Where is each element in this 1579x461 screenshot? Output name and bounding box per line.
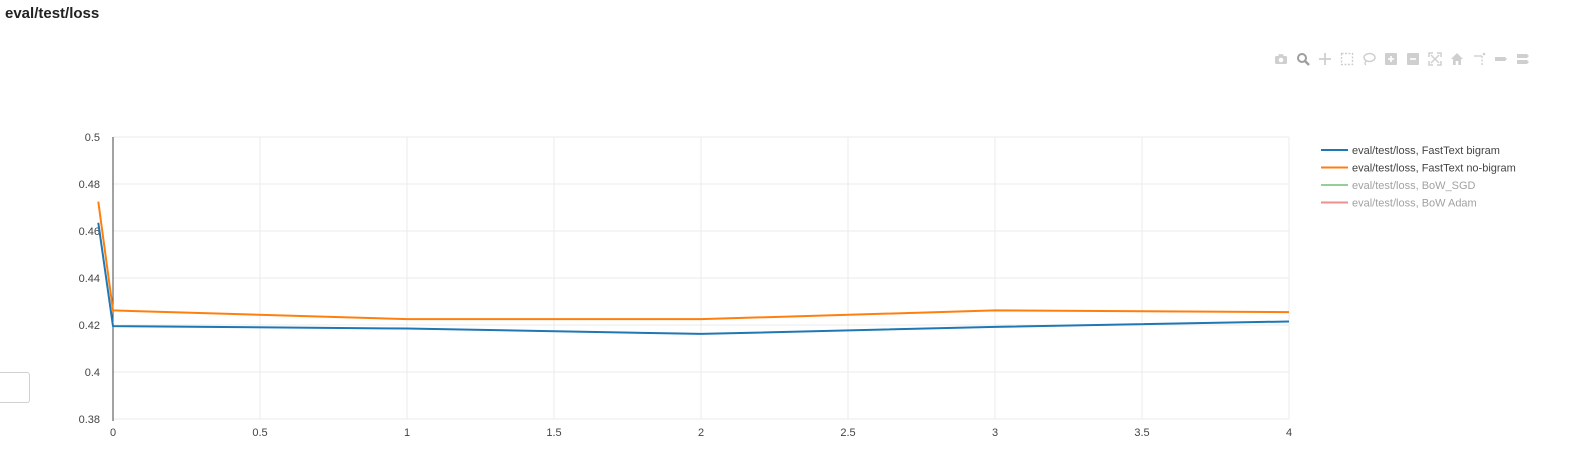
pan-icon[interactable] (1317, 51, 1333, 67)
chart-toolbar (1273, 51, 1537, 67)
grid (112, 136, 1290, 420)
hover-compare-icon[interactable] (1515, 51, 1531, 67)
camera-icon[interactable] (1273, 51, 1289, 67)
legend-label: eval/test/loss, BoW_SGD (1352, 180, 1476, 192)
box-select-icon[interactable] (1339, 51, 1355, 67)
page-title: eval/test/loss (5, 5, 100, 22)
x-tick-label: 2.5 (840, 427, 855, 439)
legend-item[interactable]: eval/test/loss, FastText bigram (1321, 145, 1500, 157)
y-tick-label: 0.48 (79, 179, 100, 191)
x-tick-label: 4 (1286, 427, 1292, 439)
hover-closest-icon[interactable] (1493, 51, 1509, 67)
legend-item[interactable]: eval/test/loss, BoW Adam (1321, 198, 1477, 210)
lasso-select-icon[interactable] (1361, 51, 1377, 67)
zoom-in-icon[interactable] (1383, 51, 1399, 67)
x-tick-label: 1.5 (546, 427, 561, 439)
y-tick-label: 0.46 (79, 226, 100, 238)
series-lines (97, 201, 1290, 335)
x-tick-label: 0 (110, 427, 116, 439)
series-line-1[interactable] (97, 201, 1290, 321)
x-tick-label: 3 (992, 427, 998, 439)
legend-label: eval/test/loss, FastText bigram (1352, 145, 1500, 157)
legend[interactable]: eval/test/loss, FastText bigram eval/test… (1321, 145, 1516, 210)
zoom-out-icon[interactable] (1405, 51, 1421, 67)
legend-label: eval/test/loss, FastText no-bigram (1352, 163, 1516, 175)
y-tick-label: 0.4 (85, 367, 100, 379)
legend-item[interactable]: eval/test/loss, BoW_SGD (1321, 180, 1476, 192)
legend-item[interactable]: eval/test/loss, FastText no-bigram (1321, 163, 1516, 175)
zoom-icon[interactable] (1295, 51, 1311, 67)
spike-lines-icon[interactable] (1471, 51, 1487, 67)
y-tick-label: 0.44 (79, 273, 100, 285)
side-panel-toggle[interactable] (0, 372, 30, 403)
y-tick-label: 0.5 (85, 132, 100, 144)
x-tick-label: 0.5 (252, 427, 267, 439)
x-tick-label: 3.5 (1134, 427, 1149, 439)
y-tick-label: 0.38 (79, 414, 100, 426)
autoscale-icon[interactable] (1427, 51, 1443, 67)
x-tick-label: 1 (404, 427, 410, 439)
reset-axes-icon[interactable] (1449, 51, 1465, 67)
legend-label: eval/test/loss, BoW Adam (1352, 198, 1477, 210)
axes: 0 0.5 1 1.5 2 2.5 3 3.5 4 0.38 0.4 0.42 0.44 0.46 0.48… (79, 132, 1292, 439)
x-tick-label: 2 (698, 427, 704, 439)
series-line-0[interactable] (97, 222, 1290, 335)
y-tick-label: 0.42 (79, 320, 100, 332)
